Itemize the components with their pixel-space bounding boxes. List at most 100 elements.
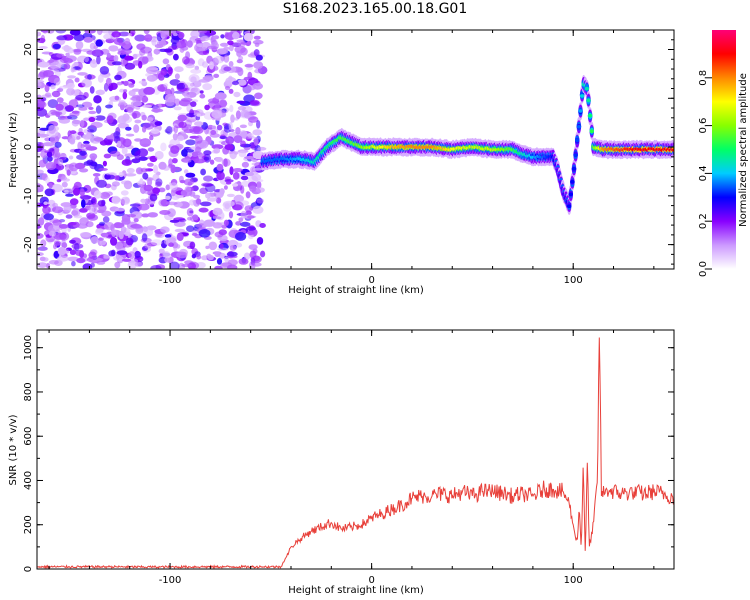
noise-blob — [37, 82, 42, 87]
noise-blob — [164, 93, 176, 103]
noise-blob — [171, 36, 181, 40]
noise-blob — [238, 40, 246, 48]
noise-blob — [52, 202, 58, 208]
noise-blob — [240, 175, 249, 181]
noise-blob — [202, 83, 213, 91]
noise-blob — [212, 65, 219, 71]
noise-blob — [219, 99, 227, 108]
noise-blob — [200, 35, 210, 42]
noise-blob — [203, 156, 210, 161]
ridge-mark — [573, 153, 578, 158]
noise-blob — [98, 237, 104, 241]
noise-blob — [254, 68, 263, 74]
noise-blob — [48, 124, 56, 134]
noise-blob — [253, 49, 260, 57]
noise-blob — [240, 185, 245, 194]
noise-blob — [235, 231, 247, 241]
noise-blob — [79, 150, 87, 156]
noise-blob — [254, 42, 260, 47]
noise-blob — [69, 130, 77, 135]
noise-blob — [220, 34, 225, 39]
noise-blob — [57, 158, 64, 166]
noise-blob — [160, 142, 167, 152]
noise-blob — [56, 179, 62, 183]
noise-blob — [140, 46, 153, 54]
noise-blob — [83, 144, 91, 148]
noise-blob — [114, 175, 120, 181]
noise-blob — [116, 250, 128, 255]
noise-blob — [150, 265, 162, 269]
noise-blob — [83, 140, 90, 145]
noise-blob — [105, 174, 116, 180]
noise-blob — [99, 192, 111, 199]
noise-blob — [201, 182, 213, 188]
noise-blob — [88, 110, 97, 115]
y-tick-label: 200 — [23, 515, 34, 534]
noise-blob — [227, 40, 234, 46]
noise-blob — [214, 251, 221, 257]
noise-blob — [145, 73, 152, 77]
noise-blob — [63, 44, 70, 53]
noise-blob — [249, 185, 257, 192]
noise-blob — [211, 125, 216, 130]
noise-blob — [89, 153, 98, 160]
noise-blob — [211, 144, 224, 150]
noise-blob — [158, 187, 166, 193]
noise-blob — [193, 194, 201, 199]
noise-blob — [212, 207, 223, 216]
noise-blob — [147, 162, 154, 167]
noise-blob — [236, 59, 243, 64]
noise-blob — [91, 49, 104, 57]
noise-blob — [181, 97, 193, 102]
noise-blob — [69, 198, 79, 206]
noise-blob — [83, 36, 94, 43]
noise-blob — [125, 173, 137, 177]
noise-blob — [99, 66, 110, 75]
noise-blob — [238, 258, 249, 265]
noise-blob — [42, 30, 48, 34]
x-tick-label: -100 — [159, 575, 182, 586]
noise-blob — [228, 211, 234, 219]
noise-blob — [191, 151, 199, 157]
noise-blob — [56, 53, 65, 58]
spectrogram-ylabel: Frequency (Hz) — [8, 112, 19, 188]
colorbar: 0.0 0.2 0.4 0.6 0.8 Normalized spectral ampl… — [698, 30, 749, 277]
noise-blob — [223, 46, 230, 50]
noise-blob — [178, 218, 187, 223]
x-tick-label: 0 — [368, 275, 374, 286]
noise-blob — [247, 215, 255, 219]
noise-blob — [38, 159, 47, 168]
noise-blob — [175, 167, 181, 171]
noise-blob — [44, 188, 54, 197]
noise-blob — [103, 222, 115, 231]
noise-blob — [61, 57, 73, 64]
noise-blob — [48, 182, 53, 189]
noise-blob — [206, 197, 218, 202]
noise-blob — [163, 83, 169, 88]
noise-blob — [159, 210, 171, 215]
noise-blob — [237, 106, 246, 111]
noise-blob — [63, 63, 71, 70]
y-tick-label: 0 — [23, 566, 34, 572]
noise-blob — [67, 256, 79, 262]
noise-blob — [183, 178, 194, 186]
noise-blob — [233, 135, 243, 144]
noise-blob — [95, 89, 106, 96]
noise-blob — [88, 251, 97, 259]
noise-blob — [118, 171, 124, 178]
noise-blob — [42, 205, 51, 214]
noise-blob — [168, 242, 174, 247]
noise-blob — [255, 187, 265, 193]
noise-blob — [125, 126, 132, 131]
noise-blob — [125, 133, 135, 137]
noise-blob — [65, 52, 70, 57]
noise-blob — [98, 167, 108, 171]
noise-blob — [158, 199, 168, 207]
noise-blob — [185, 139, 196, 146]
noise-blob — [51, 90, 61, 98]
noise-blob — [133, 218, 139, 223]
noise-blob — [219, 188, 225, 195]
ridge-mark — [568, 192, 573, 197]
noise-blob — [147, 147, 155, 152]
